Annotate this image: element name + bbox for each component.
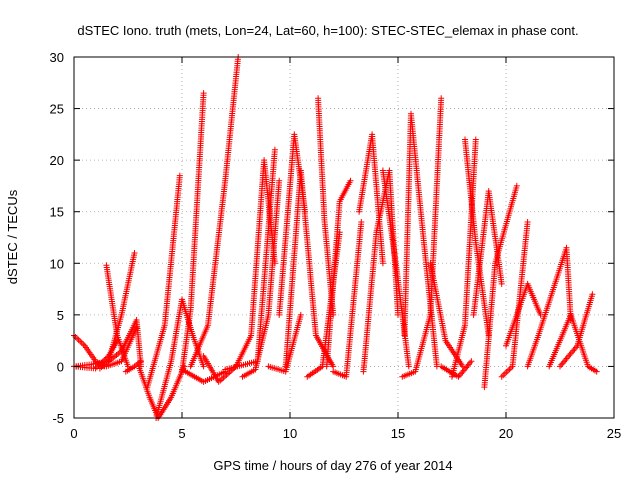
series-markers [401,110,440,370]
y-tick-label: 15 [50,205,64,220]
plot-frame [73,56,615,419]
series-25 [360,167,401,375]
series-35 [498,219,531,380]
y-tick-label: 10 [50,256,64,271]
series-16 [239,177,283,380]
x-tick-label: 5 [178,426,185,441]
series-markers [503,280,544,349]
series-28 [399,95,445,380]
series-31 [449,136,479,380]
series-21 [304,229,343,380]
series-6 [122,358,144,375]
series-37 [524,244,574,370]
x-tick-label: 15 [391,426,405,441]
data-points [71,54,600,421]
y-axis-label: dSTEC / TECUs [5,189,20,284]
grid-lines [74,57,614,418]
series-39 [557,291,596,370]
series-23 [330,219,365,380]
series-markers [187,54,242,370]
series-26 [379,167,412,370]
series-17 [265,311,304,375]
series-markers [360,167,401,375]
series-19 [282,167,337,370]
series-markers [498,219,531,380]
series-markers [144,172,183,391]
series-markers [282,167,337,370]
y-tick-label: 5 [57,308,64,323]
y-tick-label: 0 [57,359,64,374]
series-markers [330,219,365,380]
y-tick-label: 25 [50,102,64,117]
series-34 [481,182,520,391]
series-38 [546,311,600,375]
x-tick-label: 0 [70,426,77,441]
series-8 [144,172,183,391]
series-11 [187,54,242,370]
series-markers [524,244,574,370]
series-markers [304,229,343,380]
x-tick-label: 10 [283,426,297,441]
chart-title: dSTEC Iono. truth (mets, Lon=24, Lat=60,… [77,23,578,38]
series-markers [399,95,445,380]
series-markers [323,177,354,370]
series-markers [103,262,131,370]
series-markers [122,358,144,375]
series-markers [449,136,479,380]
series-markers [96,317,144,372]
x-tick-label: 25 [607,426,621,441]
y-tick-label: 30 [50,50,64,65]
y-tick-label: 20 [50,153,64,168]
x-tick-label: 20 [499,426,513,441]
series-markers [379,167,412,370]
series-5 [96,317,144,372]
series-markers [265,311,304,375]
x-axis-label: GPS time / hours of day 276 of year 2014 [213,458,452,473]
series-13 [179,366,229,385]
series-markers [239,177,283,380]
y-axis-ticks: -5 0 5 10 15 20 25 30 [50,50,614,426]
y-tick-label: -5 [52,411,64,426]
series-markers [546,311,600,375]
series-markers [557,291,596,370]
series-markers [179,366,229,385]
series-36 [503,280,544,349]
series-4 [103,262,131,370]
series-22 [323,177,354,370]
series-33 [470,188,505,318]
series-27 [401,110,440,370]
series-markers [470,188,505,318]
series-markers [481,182,520,391]
x-axis-ticks: 0 5 10 15 20 25 [70,57,621,441]
